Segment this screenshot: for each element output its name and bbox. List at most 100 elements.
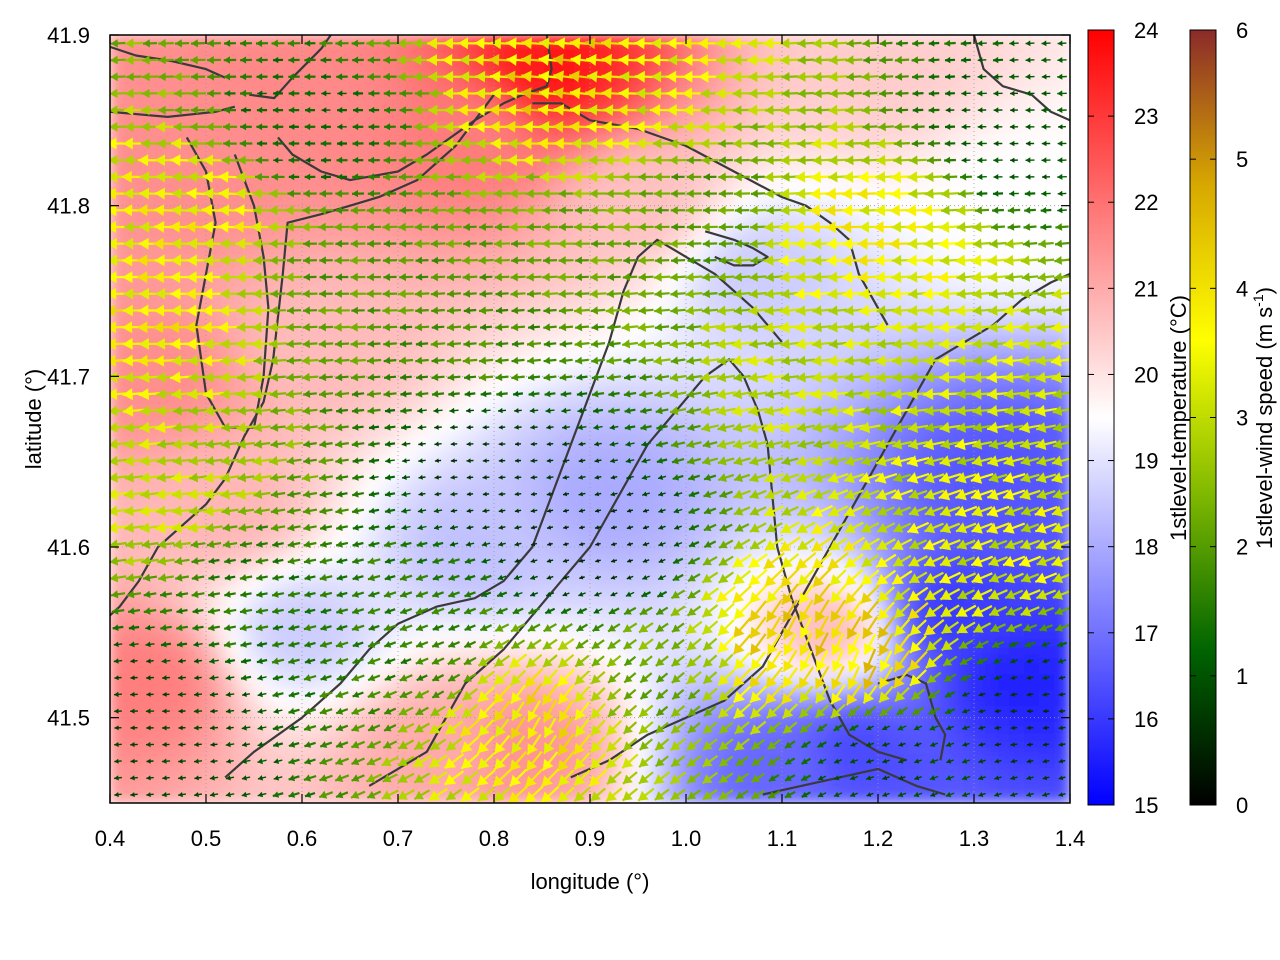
heatmap-cell xyxy=(664,482,681,500)
heatmap-cell xyxy=(484,226,501,244)
heatmap-cell xyxy=(154,210,171,228)
heatmap-cell xyxy=(904,66,921,84)
heatmap-cell xyxy=(169,690,186,708)
heatmap-cell xyxy=(379,274,396,292)
heatmap-cell xyxy=(919,338,936,356)
heatmap-cell xyxy=(1009,706,1026,724)
heatmap-cell xyxy=(184,738,201,756)
heatmap-cell xyxy=(574,514,591,532)
heatmap-cell xyxy=(514,194,531,212)
heatmap-cell xyxy=(394,82,411,100)
heatmap-cell xyxy=(244,242,261,260)
heatmap-cell xyxy=(904,338,921,356)
heatmap-cell xyxy=(649,210,666,228)
heatmap-cell xyxy=(409,114,426,132)
heatmap-cell xyxy=(424,434,441,452)
heatmap-cell xyxy=(110,706,126,724)
heatmap-cell xyxy=(394,450,411,468)
heatmap-cell xyxy=(334,498,351,516)
heatmap-cell xyxy=(934,754,951,772)
heatmap-cell xyxy=(379,114,396,132)
heatmap-cell xyxy=(964,50,981,68)
heatmap-cell xyxy=(334,706,351,724)
heatmap-cell xyxy=(259,274,276,292)
heatmap-cell xyxy=(349,482,366,500)
heatmap-cell xyxy=(919,35,936,52)
heatmap-cell xyxy=(319,338,336,356)
heatmap-cell xyxy=(334,66,351,84)
heatmap-cell xyxy=(904,738,921,756)
heatmap-cell xyxy=(979,35,996,52)
heatmap-cell xyxy=(484,498,501,516)
heatmap-cell xyxy=(979,226,996,244)
heatmap-cell xyxy=(229,690,246,708)
heatmap-cell xyxy=(244,114,261,132)
heatmap-cell xyxy=(514,210,531,228)
heatmap-cell xyxy=(469,498,486,516)
heatmap-cell xyxy=(964,98,981,116)
heatmap-cell xyxy=(574,578,591,596)
heatmap-cell xyxy=(589,226,606,244)
heatmap-cell xyxy=(394,514,411,532)
heatmap-cell xyxy=(664,338,681,356)
heatmap-cell xyxy=(424,338,441,356)
heatmap-cell xyxy=(364,178,381,196)
heatmap-cell xyxy=(469,450,486,468)
heatmap-cell xyxy=(979,98,996,116)
heatmap-cell xyxy=(334,226,351,244)
heatmap-cell xyxy=(244,706,261,724)
heatmap-cell xyxy=(1054,242,1070,260)
heatmap-cell xyxy=(514,498,531,516)
heatmap-cell xyxy=(649,178,666,196)
heatmap-cell xyxy=(424,466,441,484)
heatmap-cell xyxy=(289,130,306,148)
heatmap-cell xyxy=(979,242,996,260)
heatmap-cell xyxy=(184,722,201,740)
heatmap-cell xyxy=(514,226,531,244)
heatmap-cell xyxy=(1054,178,1070,196)
heatmap-cell xyxy=(499,210,516,228)
heatmap-cell xyxy=(874,786,891,803)
heatmap-cell xyxy=(559,354,576,372)
heatmap-cell xyxy=(244,35,261,52)
heatmap-cell xyxy=(379,482,396,500)
heatmap-cell xyxy=(559,66,576,84)
heatmap-cell xyxy=(589,210,606,228)
heatmap-cell xyxy=(544,338,561,356)
heatmap-cell xyxy=(904,322,921,340)
heatmap-cell xyxy=(904,114,921,132)
heatmap-cell xyxy=(649,466,666,484)
heatmap-cell xyxy=(379,242,396,260)
heatmap-cell xyxy=(139,722,156,740)
heatmap-cell xyxy=(694,194,711,212)
heatmap-cell xyxy=(889,210,906,228)
heatmap-cell xyxy=(334,242,351,260)
heatmap-cell xyxy=(1009,690,1026,708)
heatmap-cell xyxy=(964,690,981,708)
heatmap-cell xyxy=(589,98,606,116)
heatmap-cell xyxy=(619,226,636,244)
heatmap-cell xyxy=(919,98,936,116)
heatmap-cell xyxy=(349,178,366,196)
heatmap-cell xyxy=(169,258,186,276)
heatmap-cell xyxy=(559,322,576,340)
heatmap-cell xyxy=(1024,82,1041,100)
heatmap-cell xyxy=(1039,50,1056,68)
heatmap-cell xyxy=(574,354,591,372)
heatmap-cell xyxy=(979,82,996,100)
heatmap-cell xyxy=(229,706,246,724)
heatmap-cell xyxy=(409,482,426,500)
heatmap-cell xyxy=(949,35,966,52)
heatmap-cell xyxy=(634,210,651,228)
heatmap-cell xyxy=(559,546,576,564)
heatmap-cell xyxy=(409,322,426,340)
heatmap-cell xyxy=(229,98,246,116)
heatmap-cell xyxy=(139,210,156,228)
heatmap-cell xyxy=(169,98,186,116)
heatmap-cell xyxy=(454,482,471,500)
heatmap-cell xyxy=(979,50,996,68)
heatmap-cell xyxy=(559,498,576,516)
heatmap-cell xyxy=(754,210,771,228)
heatmap-cell xyxy=(619,210,636,228)
heatmap-cell xyxy=(289,738,306,756)
